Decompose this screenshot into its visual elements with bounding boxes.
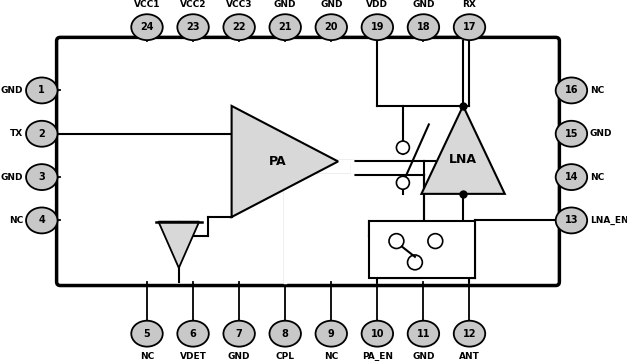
Ellipse shape [315, 14, 347, 40]
Text: LNA_EN: LNA_EN [590, 216, 627, 225]
Text: 22: 22 [233, 22, 246, 32]
Text: 17: 17 [463, 22, 477, 32]
Ellipse shape [556, 164, 587, 190]
Text: NC: NC [590, 86, 604, 95]
Text: 19: 19 [371, 22, 384, 32]
Ellipse shape [556, 78, 587, 103]
Circle shape [408, 255, 423, 270]
Ellipse shape [131, 14, 163, 40]
Text: 11: 11 [417, 329, 430, 339]
Ellipse shape [556, 121, 587, 147]
Circle shape [389, 234, 404, 248]
Text: NC: NC [324, 352, 339, 361]
Text: 5: 5 [144, 329, 150, 339]
Ellipse shape [556, 208, 587, 234]
Polygon shape [231, 106, 338, 217]
Circle shape [396, 141, 409, 154]
Ellipse shape [362, 14, 393, 40]
Circle shape [428, 234, 443, 248]
Ellipse shape [223, 14, 255, 40]
Ellipse shape [270, 14, 301, 40]
Text: 10: 10 [371, 329, 384, 339]
Text: 2: 2 [38, 129, 45, 139]
Text: VCC2: VCC2 [180, 0, 206, 9]
Text: 6: 6 [190, 329, 196, 339]
Text: PA: PA [269, 155, 287, 168]
Polygon shape [421, 106, 505, 194]
Ellipse shape [408, 321, 439, 347]
FancyBboxPatch shape [56, 38, 559, 286]
Text: VCC1: VCC1 [134, 0, 161, 9]
Text: 3: 3 [38, 172, 45, 182]
Text: GND: GND [412, 0, 435, 9]
Text: 12: 12 [463, 329, 477, 339]
Ellipse shape [223, 321, 255, 347]
Text: 24: 24 [140, 22, 154, 32]
Text: 14: 14 [565, 172, 578, 182]
Text: NC: NC [9, 216, 23, 225]
Text: 8: 8 [282, 329, 288, 339]
Ellipse shape [315, 321, 347, 347]
Text: 15: 15 [565, 129, 578, 139]
Text: 18: 18 [416, 22, 430, 32]
Ellipse shape [362, 321, 393, 347]
Text: LNA: LNA [449, 153, 477, 166]
Text: 23: 23 [186, 22, 200, 32]
Polygon shape [159, 222, 199, 268]
Text: ANT: ANT [459, 352, 480, 361]
Text: RX: RX [463, 0, 477, 9]
Ellipse shape [454, 14, 485, 40]
Ellipse shape [270, 321, 301, 347]
Text: GND: GND [412, 352, 435, 361]
Text: 4: 4 [38, 216, 45, 225]
Ellipse shape [26, 164, 58, 190]
Text: VDD: VDD [366, 0, 388, 9]
Text: 1: 1 [38, 86, 45, 95]
Ellipse shape [408, 14, 439, 40]
Text: 16: 16 [565, 86, 578, 95]
Text: 20: 20 [325, 22, 338, 32]
Circle shape [396, 176, 409, 189]
Ellipse shape [26, 78, 58, 103]
Text: VDET: VDET [179, 352, 206, 361]
Text: 9: 9 [328, 329, 335, 339]
Ellipse shape [177, 321, 209, 347]
Text: GND: GND [228, 352, 250, 361]
Ellipse shape [177, 14, 209, 40]
FancyBboxPatch shape [369, 221, 475, 278]
Text: CPL: CPL [276, 352, 295, 361]
Text: GND: GND [274, 0, 297, 9]
Ellipse shape [131, 321, 163, 347]
Text: NC: NC [590, 173, 604, 182]
Ellipse shape [454, 321, 485, 347]
Text: VCC3: VCC3 [226, 0, 253, 9]
Text: 13: 13 [565, 216, 578, 225]
Ellipse shape [26, 208, 58, 234]
Text: NC: NC [140, 352, 154, 361]
Text: PA_EN: PA_EN [362, 352, 393, 361]
Text: TX: TX [10, 129, 23, 138]
Text: 21: 21 [278, 22, 292, 32]
Text: 7: 7 [236, 329, 243, 339]
Text: GND: GND [320, 0, 342, 9]
Text: GND: GND [1, 173, 23, 182]
Ellipse shape [26, 121, 58, 147]
Text: GND: GND [1, 86, 23, 95]
Text: GND: GND [590, 129, 613, 138]
